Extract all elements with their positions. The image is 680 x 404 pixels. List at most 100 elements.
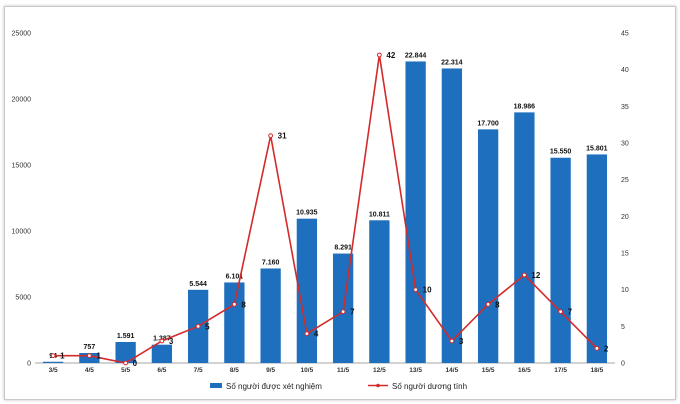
- bar: [42, 361, 64, 363]
- x-tick-label: 6/5: [157, 367, 166, 374]
- y-right-tick: 40: [621, 67, 629, 74]
- y-right-tick: 10: [621, 287, 629, 294]
- x-tick-label: 8/5: [230, 367, 239, 374]
- line-point: [521, 272, 527, 278]
- y-left-tick: 15000: [12, 163, 32, 170]
- y-right-tick: 25: [621, 177, 629, 184]
- line-value-label: 12: [531, 271, 540, 280]
- line-point: [123, 360, 129, 366]
- bar: [151, 344, 173, 363]
- x-tick-label: 11/5: [337, 367, 350, 374]
- bar: [586, 154, 608, 363]
- bar: [260, 268, 281, 363]
- line-points: [50, 52, 600, 366]
- bar-value-label: 15.801: [586, 145, 608, 152]
- bar-value-label: 18.986: [514, 103, 536, 110]
- bar: [115, 341, 136, 363]
- x-tick-label: 3/5: [49, 367, 58, 374]
- legend-line-label: Số người dương tính: [392, 382, 467, 391]
- y-right-tick: 5: [621, 324, 625, 331]
- line-point: [159, 338, 165, 344]
- line-value-label: 0: [133, 359, 138, 368]
- line-value-label: 2: [604, 344, 609, 353]
- line-point: [376, 52, 382, 58]
- line-point: [195, 323, 201, 329]
- line-point: [449, 338, 455, 344]
- x-tick-label: 5/5: [121, 367, 130, 374]
- bar-value-label: 7.160: [262, 259, 280, 266]
- line-point: [231, 301, 237, 307]
- y-right-tick: 30: [621, 141, 629, 148]
- x-tick-label: 7/5: [194, 367, 203, 374]
- line-value-label: 3: [169, 337, 174, 346]
- line-value-label: 8: [241, 300, 246, 309]
- left-axis-ticks: 0 5000 10000 15000 20000 25000: [12, 31, 32, 368]
- legend-bar-label: Số người được xét nghiệm: [226, 382, 322, 391]
- y-right-tick: 20: [621, 214, 629, 221]
- x-tick-label: 16/5: [518, 367, 531, 374]
- x-tick-label: 12/5: [373, 367, 386, 374]
- line-value-label: 3: [459, 337, 464, 346]
- legend-line-marker: [376, 383, 380, 388]
- x-tick-label: 10/5: [301, 367, 314, 374]
- bar: [550, 157, 571, 363]
- bar: [224, 282, 245, 363]
- legend: Số người được xét nghiệm Số người dương …: [210, 382, 467, 391]
- x-tick-label: 18/5: [591, 367, 604, 374]
- y-left-tick: 20000: [12, 97, 32, 104]
- line-point: [413, 287, 419, 293]
- x-tick-labels: 3/5 4/5 5/5 6/5 7/5 8/5 9/5 10/5 11/5 12/5 13/5 14/…: [49, 367, 604, 374]
- line-point: [594, 345, 600, 351]
- line-value-label: 7: [350, 308, 355, 317]
- legend-bar-swatch: [210, 383, 222, 388]
- bar-value-label: 22.844: [405, 52, 427, 59]
- bar-value-label: 10.935: [296, 210, 318, 217]
- line-point: [485, 301, 491, 307]
- bar: [514, 112, 535, 364]
- positive-cases-line: [53, 54, 598, 364]
- y-right-tick: 0: [621, 361, 625, 368]
- bar: [441, 68, 463, 363]
- x-tick-label: 14/5: [446, 367, 459, 374]
- x-tick-label: 17/5: [554, 367, 567, 374]
- y-right-tick: 15: [621, 251, 629, 258]
- bar-value-label: 22.314: [441, 59, 463, 66]
- line-value-label: 5: [205, 322, 210, 331]
- line-point: [340, 309, 346, 315]
- line-value-label: 7: [568, 308, 573, 317]
- x-tick-label: 15/5: [482, 367, 495, 374]
- x-tick-label: 9/5: [266, 367, 275, 374]
- bar-value-label: 757: [84, 344, 96, 351]
- bar-value-label: 1.591: [117, 333, 135, 340]
- bar: [296, 218, 318, 363]
- bar: [369, 220, 390, 363]
- line-point: [558, 309, 564, 315]
- line-value-label: 10: [423, 286, 432, 295]
- x-tick-label: 13/5: [409, 367, 422, 374]
- x-tick-label: 4/5: [85, 367, 94, 374]
- right-axis-ticks: 0 5 10 15 20 25 30 35 40 45: [621, 31, 629, 368]
- chart-frame: 0 5000 10000 15000 20000 25000 0 5 10 15 20 25 30 35…: [4, 6, 676, 400]
- bar-value-label: 15.550: [550, 149, 572, 156]
- bar-value-label: 10.811: [369, 211, 390, 218]
- y-left-tick: 25000: [12, 31, 32, 38]
- line-value-label: 4: [314, 330, 319, 339]
- line-point: [86, 353, 92, 359]
- bar: [405, 61, 426, 364]
- bar-value-label: 8.291: [334, 245, 352, 252]
- line-value-label: 42: [386, 51, 395, 60]
- bar: [477, 129, 499, 363]
- bar-value-label: 6.101: [226, 273, 244, 280]
- line-point: [268, 133, 274, 139]
- line-value-label: 1: [60, 352, 65, 361]
- y-right-tick: 35: [621, 104, 629, 111]
- bar-value-label: 5.544: [189, 281, 207, 288]
- y-left-tick: 0: [27, 361, 31, 368]
- line-point: [304, 331, 310, 337]
- y-right-tick: 45: [621, 31, 629, 38]
- y-left-tick: 5000: [15, 295, 31, 302]
- line-value-label: 1: [96, 352, 101, 361]
- line-point: [50, 353, 56, 359]
